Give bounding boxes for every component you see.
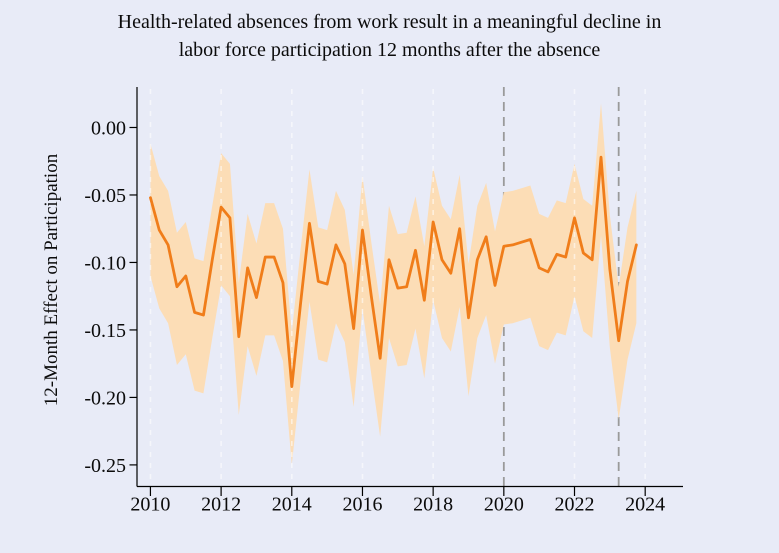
y-tick-label: -0.10 [84,252,126,274]
y-tick-label: 0.00 [91,117,126,139]
y-tick-label: -0.20 [84,387,126,409]
chart-title-line1: Health-related absences from work result… [117,11,662,33]
x-tick-label: 2018 [413,494,453,516]
y-tick-label: -0.15 [84,320,126,342]
x-tick-label: 2022 [555,494,595,516]
effect-line [149,155,638,389]
x-tick-label: 2010 [130,494,170,516]
x-tick-label: 2016 [342,494,382,516]
y-tick-label: -0.05 [84,185,126,207]
chart-title: Health-related absences from work result… [0,8,779,64]
x-tick-label: 2012 [201,494,241,516]
x-tick-label: 2024 [625,494,665,516]
confidence-band [150,103,637,465]
x-tick-label: 2020 [484,494,524,516]
y-tick-label: -0.25 [84,455,126,477]
chart-title-line2: labor force participation 12 months afte… [178,39,601,61]
x-tick-label: 2014 [272,494,312,516]
